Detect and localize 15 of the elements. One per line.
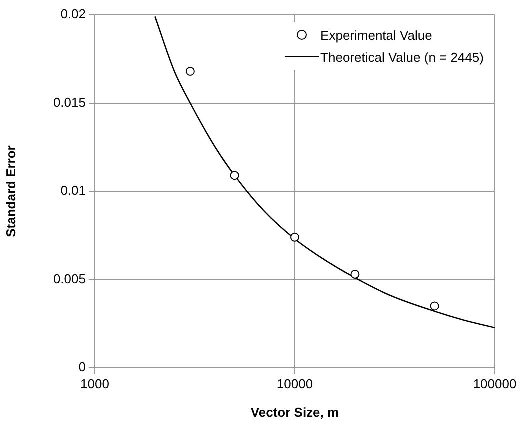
x-tick-label: 1000 (80, 376, 110, 392)
x-tick-label: 100000 (473, 376, 517, 392)
point (350, 270, 360, 279)
y-tick-label: 0.015 (53, 94, 86, 110)
y-axis-title: Standard Error (3, 146, 18, 238)
y-tick-label: 0.02 (60, 6, 86, 22)
legend-label: Theoretical Value (n = 2445) (320, 50, 484, 64)
x-axis-title: Vector Size, m (250, 404, 340, 420)
legend-label: Experimental Value (320, 28, 432, 42)
y-tick-label: 0 (78, 360, 86, 375)
y-tick-label: 0.01 (60, 183, 86, 198)
y-tick-label: 0.005 (53, 271, 86, 286)
point (230, 171, 240, 180)
point (290, 232, 300, 242)
x-tick-label: 10000 (276, 376, 314, 392)
